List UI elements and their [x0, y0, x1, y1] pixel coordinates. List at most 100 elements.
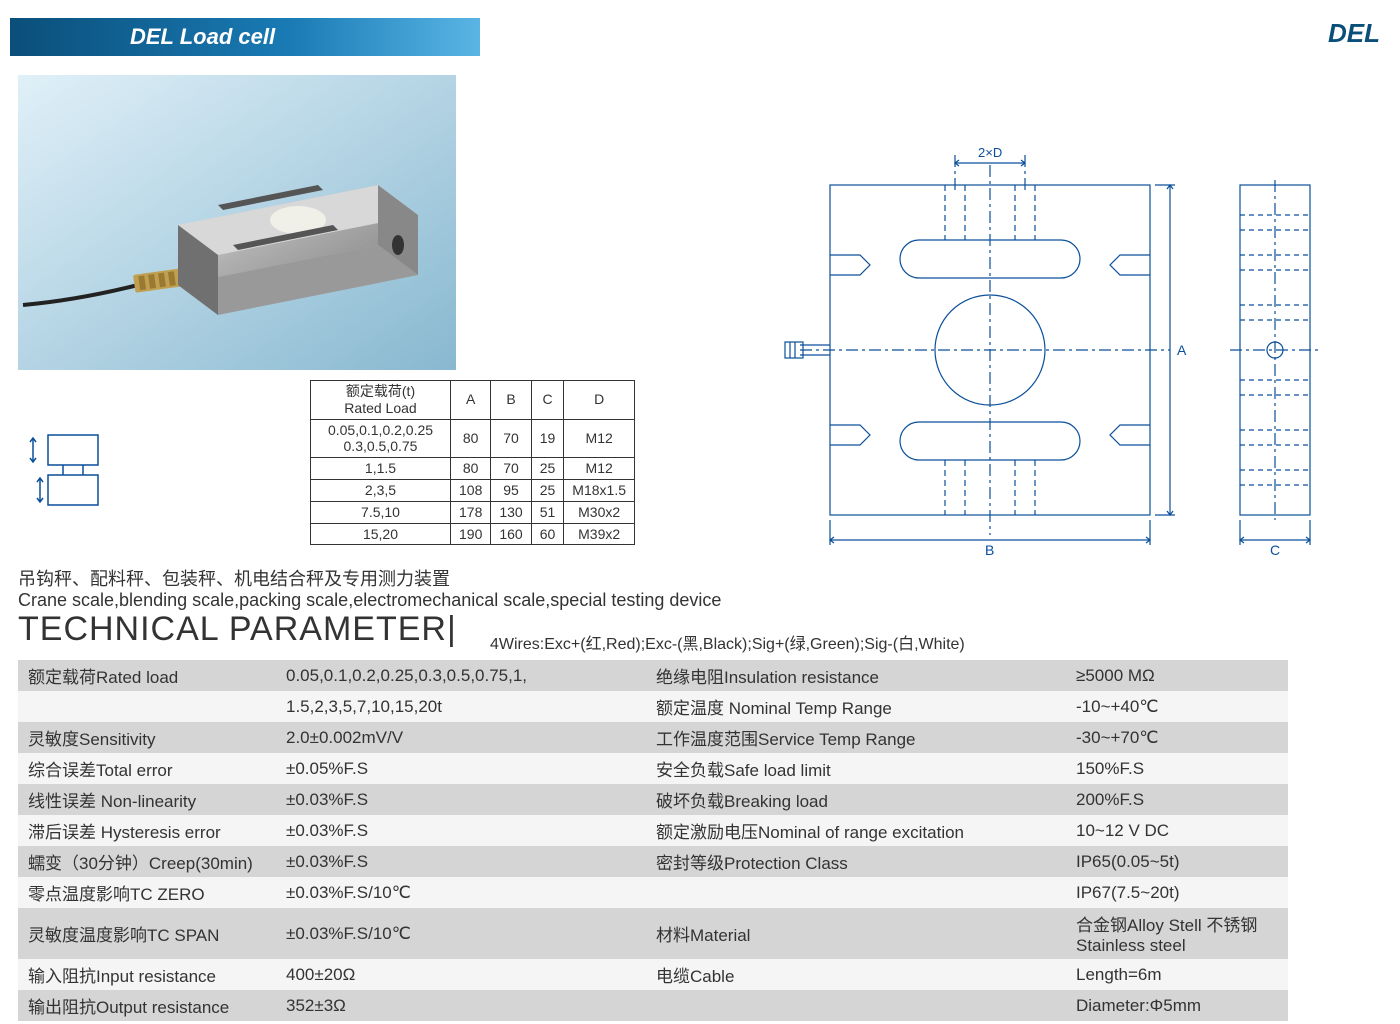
param-cell: IP65(0.05~5t) [1066, 846, 1288, 877]
param-cell: 破坏负载Breaking load [646, 784, 1066, 815]
param-table-row: 滞后误差 Hysteresis error±0.03%F.S额定激励电压Nomi… [18, 815, 1288, 846]
param-cell: 线性误差 Non-linearity [18, 784, 276, 815]
param-cell: 输入阻抗Input resistance [18, 959, 276, 990]
param-cell [646, 990, 1066, 1021]
param-cell: 1.5,2,3,5,7,10,15,20t [276, 691, 646, 722]
param-cell: 综合误差Total error [18, 753, 276, 784]
dim-cell: 1,1.5 [311, 458, 451, 480]
dim-cell: 178 [451, 501, 491, 523]
param-table-row: 零点温度影响TC ZERO±0.03%F.S/10℃ IP67(7.5~20t) [18, 877, 1288, 908]
svg-text:A: A [1177, 342, 1187, 358]
dim-cell: 7.5,10 [311, 501, 451, 523]
param-cell: 额定温度 Nominal Temp Range [646, 691, 1066, 722]
param-table-row: 1.5,2,3,5,7,10,15,20t额定温度 Nominal Temp R… [18, 691, 1288, 722]
dim-cell: 80 [451, 419, 491, 458]
param-cell: 零点温度影响TC ZERO [18, 877, 276, 908]
param-table-row: 额定载荷Rated load0.05,0.1,0.2,0.25,0.3,0.5,… [18, 660, 1288, 691]
param-cell: 灵敏度Sensitivity [18, 722, 276, 753]
param-cell: 输出阻抗Output resistance [18, 990, 276, 1021]
param-cell: 灵敏度温度影响TC SPAN [18, 908, 276, 959]
param-cell: 150%F.S [1066, 753, 1288, 784]
param-cell: Diameter:Φ5mm [1066, 990, 1288, 1021]
application-text-cn: 吊钩秤、配料秤、包装秤、机电结合秤及专用测力装置 [18, 565, 450, 591]
param-cell: ±0.03%F.S [276, 846, 646, 877]
dim-cell: M12 [564, 458, 635, 480]
param-cell: 材料Material [646, 908, 1066, 959]
param-cell: 密封等级Protection Class [646, 846, 1066, 877]
dimension-table: 额定载荷(t)Rated Load A B C D 0.05,0.1,0.2,0… [310, 380, 635, 545]
param-cell: 合金钢Alloy Stell 不锈钢Stainless steel [1066, 908, 1288, 959]
param-cell: 10~12 V DC [1066, 815, 1288, 846]
dim-table-header-row: 额定载荷(t)Rated Load A B C D [311, 381, 635, 420]
param-cell: -10~+40℃ [1066, 691, 1288, 722]
param-cell: ±0.03%F.S [276, 784, 646, 815]
param-table-row: 输入阻抗Input resistance400±20Ω电缆CableLength… [18, 959, 1288, 990]
brand-label: DEL [1328, 18, 1380, 49]
dim-cell: M39x2 [564, 523, 635, 545]
param-cell: ±0.03%F.S/10℃ [276, 877, 646, 908]
parameter-table: 额定载荷Rated load0.05,0.1,0.2,0.25,0.3,0.5,… [18, 660, 1288, 1021]
param-cell: -30~+70℃ [1066, 722, 1288, 753]
dim-table-row: 0.05,0.1,0.2,0.250.3,0.5,0.75807019M12 [311, 419, 635, 458]
dim-cell: 15,20 [311, 523, 451, 545]
header-bar: DEL Load cell [10, 18, 480, 56]
dim-header-b: B [491, 381, 531, 420]
dim-header-rated: 额定载荷(t)Rated Load [311, 381, 451, 420]
param-cell: Length=6m [1066, 959, 1288, 990]
param-cell: ≥5000 MΩ [1066, 660, 1288, 691]
product-photo [18, 75, 456, 370]
dim-header-c: C [531, 381, 564, 420]
param-cell: 400±20Ω [276, 959, 646, 990]
param-cell: 电缆Cable [646, 959, 1066, 990]
dim-cell: M18x1.5 [564, 479, 635, 501]
param-cell: 工作温度范围Service Temp Range [646, 722, 1066, 753]
param-table-row: 灵敏度Sensitivity2.0±0.002mV/V工作温度范围Service… [18, 722, 1288, 753]
param-cell: 安全负载Safe load limit [646, 753, 1066, 784]
svg-text:2×D: 2×D [978, 145, 1002, 160]
dim-cell: 2,3,5 [311, 479, 451, 501]
s-diagram [18, 420, 118, 525]
dim-cell: 95 [491, 479, 531, 501]
param-table-row: 灵敏度温度影响TC SPAN±0.03%F.S/10℃材料Material合金钢… [18, 908, 1288, 959]
dim-cell: 25 [531, 479, 564, 501]
technical-parameter-heading: TECHNICAL PARAMETER| [18, 610, 457, 649]
param-cell: 滞后误差 Hysteresis error [18, 815, 276, 846]
application-text-en: Crane scale,blending scale,packing scale… [18, 590, 721, 611]
dim-cell: 190 [451, 523, 491, 545]
param-cell: 2.0±0.002mV/V [276, 722, 646, 753]
param-table-row: 蠕变（30分钟）Creep(30min)±0.03%F.S密封等级Protect… [18, 846, 1288, 877]
dim-cell: 130 [491, 501, 531, 523]
param-cell: 200%F.S [1066, 784, 1288, 815]
dim-cell: 51 [531, 501, 564, 523]
param-cell: IP67(7.5~20t) [1066, 877, 1288, 908]
param-cell [18, 691, 276, 722]
svg-text:C: C [1270, 542, 1280, 558]
wires-text: 4Wires:Exc+(红,Red);Exc-(黑,Black);Sig+(绿,… [490, 630, 965, 654]
dim-table-row: 15,2019016060M39x2 [311, 523, 635, 545]
param-table-row: 输出阻抗Output resistance352±3ΩDiameter:Φ5mm [18, 990, 1288, 1021]
param-cell: 额定激励电压Nominal of range excitation [646, 815, 1066, 846]
dim-cell: 60 [531, 523, 564, 545]
dim-cell: M12 [564, 419, 635, 458]
param-table-row: 综合误差Total error±0.05%F.S安全负载Safe load li… [18, 753, 1288, 784]
dim-table-row: 2,3,51089525M18x1.5 [311, 479, 635, 501]
dim-cell: 80 [451, 458, 491, 480]
param-cell [646, 877, 1066, 908]
dim-cell: M30x2 [564, 501, 635, 523]
param-cell: ±0.05%F.S [276, 753, 646, 784]
dim-header-a: A [451, 381, 491, 420]
header-title: DEL Load cell [130, 24, 275, 50]
dim-table-row: 1,1.5807025M12 [311, 458, 635, 480]
param-cell: 额定载荷Rated load [18, 660, 276, 691]
param-cell: 蠕变（30分钟）Creep(30min) [18, 846, 276, 877]
dim-table-row: 7.5,1017813051M30x2 [311, 501, 635, 523]
param-cell: 0.05,0.1,0.2,0.25,0.3,0.5,0.75,1, [276, 660, 646, 691]
param-table-row: 线性误差 Non-linearity±0.03%F.S破坏负载Breaking … [18, 784, 1288, 815]
dim-cell: 160 [491, 523, 531, 545]
dim-cell: 25 [531, 458, 564, 480]
dim-cell: 0.05,0.1,0.2,0.250.3,0.5,0.75 [311, 419, 451, 458]
param-cell: 绝缘电阻Insulation resistance [646, 660, 1066, 691]
dim-cell: 70 [491, 458, 531, 480]
dim-cell: 70 [491, 419, 531, 458]
dim-cell: 108 [451, 479, 491, 501]
